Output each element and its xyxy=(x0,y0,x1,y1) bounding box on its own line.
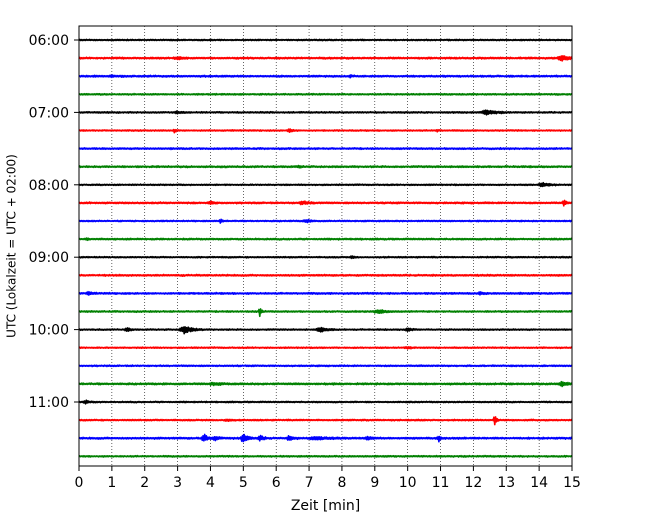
trace-10:45 xyxy=(78,380,573,388)
trace-06:15 xyxy=(78,54,573,62)
x-tick-label: 4 xyxy=(206,475,215,491)
trace-11:00 xyxy=(78,399,573,405)
trace-06:45 xyxy=(78,92,573,96)
trace-08:45 xyxy=(78,237,573,242)
x-tick-label: 9 xyxy=(370,475,379,491)
trace-11:45 xyxy=(78,454,573,458)
x-tick-label: 13 xyxy=(497,475,515,491)
y-tick-label: 06:00 xyxy=(29,33,69,49)
x-tick-label: 10 xyxy=(399,475,417,491)
y-tick-label: 07:00 xyxy=(29,105,69,121)
plot-frame xyxy=(78,25,573,467)
y-tick-label: 08:00 xyxy=(29,178,69,194)
y-tick-label: 10:00 xyxy=(29,323,69,339)
trace-07:15 xyxy=(78,128,573,134)
trace-09:15 xyxy=(78,273,573,277)
grid-lines xyxy=(111,26,540,466)
x-tick-label: 14 xyxy=(530,475,548,491)
x-tick-label: 8 xyxy=(337,475,346,491)
y-tick-label: 11:00 xyxy=(29,395,69,411)
x-tick-label: 1 xyxy=(107,475,116,491)
trace-09:45 xyxy=(78,308,573,318)
trace-07:00 xyxy=(78,109,573,116)
x-tick-label: 12 xyxy=(464,475,482,491)
y-axis-ticks: 06:00 07:00 08:00 09:00 10:00 11:00 xyxy=(29,33,79,411)
x-tick-label: 6 xyxy=(272,475,281,491)
trace-06:00 xyxy=(78,38,573,42)
trace-11:15 xyxy=(78,416,573,426)
x-tick-label: 5 xyxy=(239,475,248,491)
x-tick-label: 7 xyxy=(305,475,314,491)
trace-08:15 xyxy=(78,199,573,207)
x-axis-ticks: 0 1 2 3 4 5 6 7 8 9 10 11 12 13 14 15 xyxy=(75,466,581,491)
trace-07:45 xyxy=(78,164,573,169)
trace-10:30 xyxy=(78,364,573,368)
x-tick-label: 0 xyxy=(75,475,84,491)
trace-06:30 xyxy=(78,74,573,79)
x-axis-label: Zeit [min] xyxy=(291,498,360,514)
trace-09:30 xyxy=(78,290,573,296)
x-tick-label: 3 xyxy=(173,475,182,491)
trace-07:30 xyxy=(78,146,573,151)
trace-11:30 xyxy=(78,433,573,443)
trace-08:00 xyxy=(78,181,573,188)
y-tick-label: 09:00 xyxy=(29,250,69,266)
trace-10:15 xyxy=(78,346,573,350)
y-axis-label: UTC (Lokalzeit = UTC + 02:00) xyxy=(5,154,19,338)
traces xyxy=(78,38,573,458)
trace-08:30 xyxy=(78,218,573,224)
trace-09:00 xyxy=(78,255,573,260)
x-tick-label: 2 xyxy=(140,475,149,491)
x-tick-label: 11 xyxy=(432,475,450,491)
x-tick-label: 15 xyxy=(563,475,581,491)
trace-10:00 xyxy=(78,326,573,335)
